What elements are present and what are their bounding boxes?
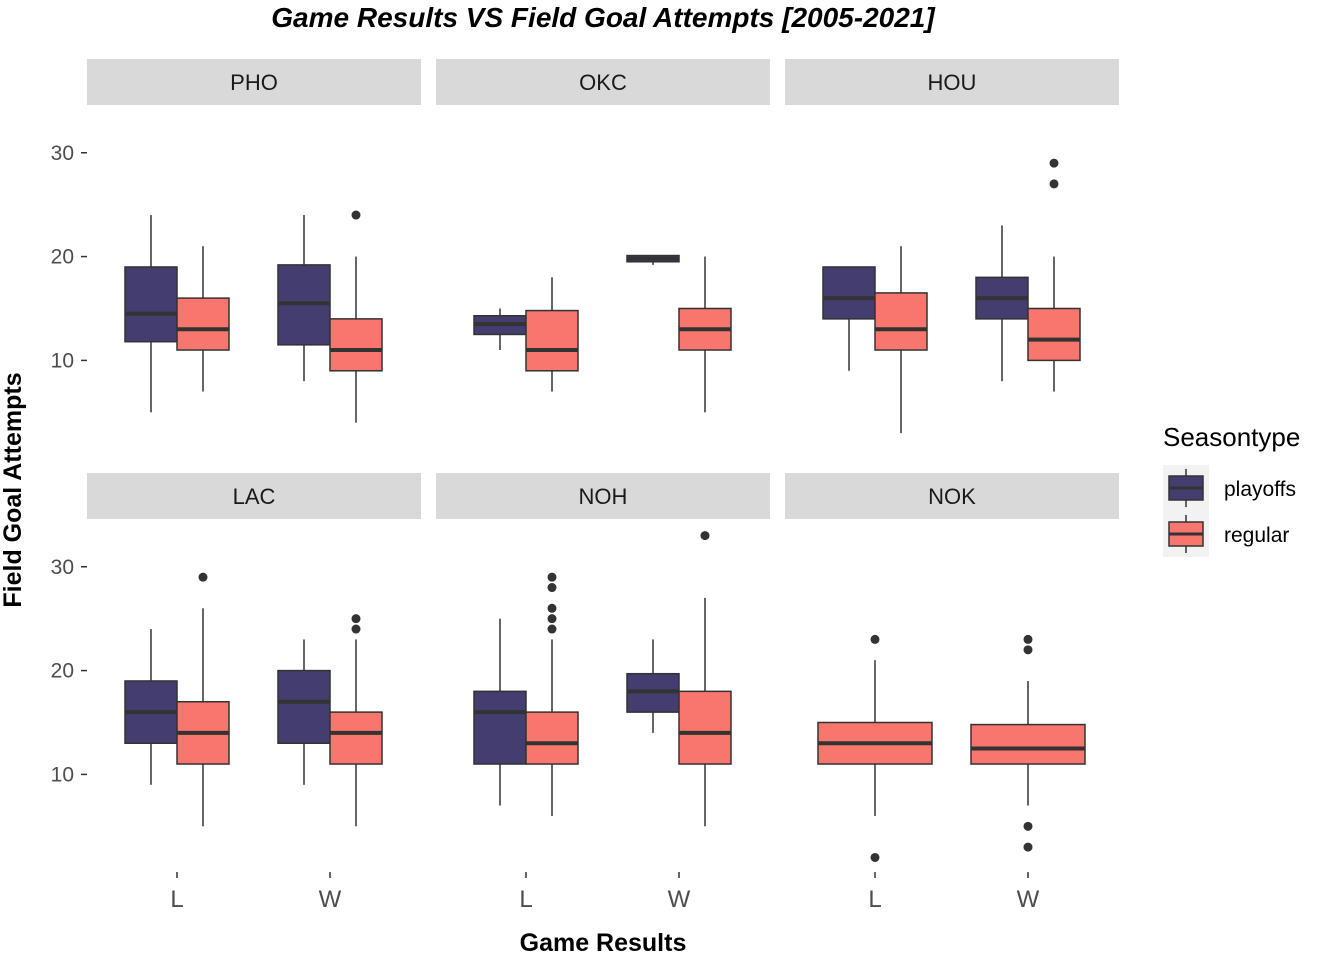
box-iqr <box>822 266 876 320</box>
x-tick-label: L <box>868 886 881 913</box>
box-iqr <box>329 318 383 372</box>
box-iqr <box>124 266 178 343</box>
box-l-regular <box>525 572 579 816</box>
box-l-regular <box>874 246 928 434</box>
legend-title: Seasontype <box>1163 422 1300 452</box>
facet-strip-label: NOK <box>928 484 976 509</box>
box-l-regular <box>525 277 579 392</box>
box-l-regular <box>176 572 230 827</box>
facet-strip-label: OKC <box>579 70 627 95</box>
outlier-point <box>1023 821 1033 831</box>
y-axes: 10 20 30 10 20 30 <box>51 142 87 786</box>
outlier-point <box>1023 634 1033 644</box>
box-w-playoffs <box>277 639 331 785</box>
box-w-regular <box>970 634 1086 852</box>
box-iqr <box>473 690 527 765</box>
outlier-point <box>351 210 361 220</box>
facet-strip <box>436 473 770 519</box>
box-w-playoffs <box>626 254 680 265</box>
box-l-regular <box>176 246 230 392</box>
box-l-regular <box>817 634 933 862</box>
box-w-playoffs <box>626 639 680 733</box>
facet-noh: NOH <box>436 473 770 827</box>
facet-hou: HOU <box>785 59 1119 434</box>
facet-strip <box>87 59 421 105</box>
outlier-point <box>351 624 361 634</box>
x-tick-label: L <box>170 886 183 913</box>
box-iqr <box>329 711 383 765</box>
y-tick-label: 10 <box>51 763 74 786</box>
x-tick-label: L <box>519 886 532 913</box>
outlier-point <box>1049 158 1059 168</box>
x-tick-label: W <box>668 886 691 913</box>
y-tick-label: 20 <box>51 246 74 269</box>
outlier-point <box>870 852 880 862</box>
outlier-point <box>547 572 557 582</box>
facet-strip <box>785 59 1119 105</box>
box-w-regular <box>1027 158 1081 392</box>
outlier-point <box>1023 645 1033 655</box>
box-iqr <box>970 723 1086 765</box>
box-l-playoffs <box>822 266 876 371</box>
outlier-point <box>1049 179 1059 189</box>
outlier-point <box>547 603 557 613</box>
box-w-playoffs <box>975 225 1029 382</box>
y-tick-label: 20 <box>51 660 74 683</box>
y-tick-label: 30 <box>51 142 74 165</box>
facet-panels: PHO OKC HOU LAC NOH NOK <box>87 59 1119 862</box>
box-iqr <box>525 711 579 765</box>
facet-lac: LAC <box>87 473 421 827</box>
outlier-point <box>547 583 557 593</box>
facet-strip-label: HOU <box>928 70 977 95</box>
box-l-playoffs <box>473 618 527 806</box>
y-axis-title: Field Goal Attempts <box>0 372 27 607</box>
box-iqr <box>678 690 732 765</box>
legend-label: regular <box>1224 524 1289 547</box>
box-w-regular <box>329 614 383 827</box>
outlier-point <box>547 624 557 634</box>
box-w-playoffs <box>277 215 331 382</box>
x-tick-label: W <box>319 886 342 913</box>
facet-strip-label: PHO <box>230 70 278 95</box>
chart-title: Game Results VS Field Goal Attempts [200… <box>271 2 936 33</box>
x-tick-label: W <box>1017 886 1040 913</box>
facet-strip <box>785 473 1119 519</box>
legend-item-regular: regular <box>1163 511 1289 557</box>
box-l-playoffs <box>124 629 178 785</box>
facet-strip <box>87 473 421 519</box>
facet-okc: OKC <box>436 59 770 413</box>
box-l-playoffs <box>473 308 527 351</box>
x-axis-title: Game Results <box>520 929 687 957</box>
outlier-point <box>1023 842 1033 852</box>
legend: Seasontype playoffs regular <box>1163 422 1300 557</box>
box-w-regular <box>329 210 383 423</box>
outlier-point <box>198 572 208 582</box>
outlier-point <box>870 634 880 644</box>
legend-label: playoffs <box>1224 478 1296 501</box>
facet-nok: NOK <box>785 473 1119 862</box>
outlier-point <box>351 614 361 624</box>
facet-pho: PHO <box>87 59 421 423</box>
box-iqr <box>277 669 331 745</box>
box-iqr <box>1027 307 1081 362</box>
box-iqr <box>874 292 928 351</box>
outlier-point <box>700 531 710 541</box>
legend-item-playoffs: playoffs <box>1163 465 1296 511</box>
box-l-playoffs <box>124 215 178 413</box>
y-tick-label: 30 <box>51 556 74 579</box>
box-w-regular <box>678 256 732 413</box>
facet-strip <box>436 59 770 105</box>
facet-strip-label: NOH <box>579 484 628 509</box>
box-w-regular <box>678 531 732 827</box>
facet-strip-label: LAC <box>233 484 276 509</box>
outlier-point <box>547 614 557 624</box>
y-tick-label: 10 <box>51 349 74 372</box>
box-iqr <box>525 309 579 372</box>
box-iqr <box>176 297 230 351</box>
